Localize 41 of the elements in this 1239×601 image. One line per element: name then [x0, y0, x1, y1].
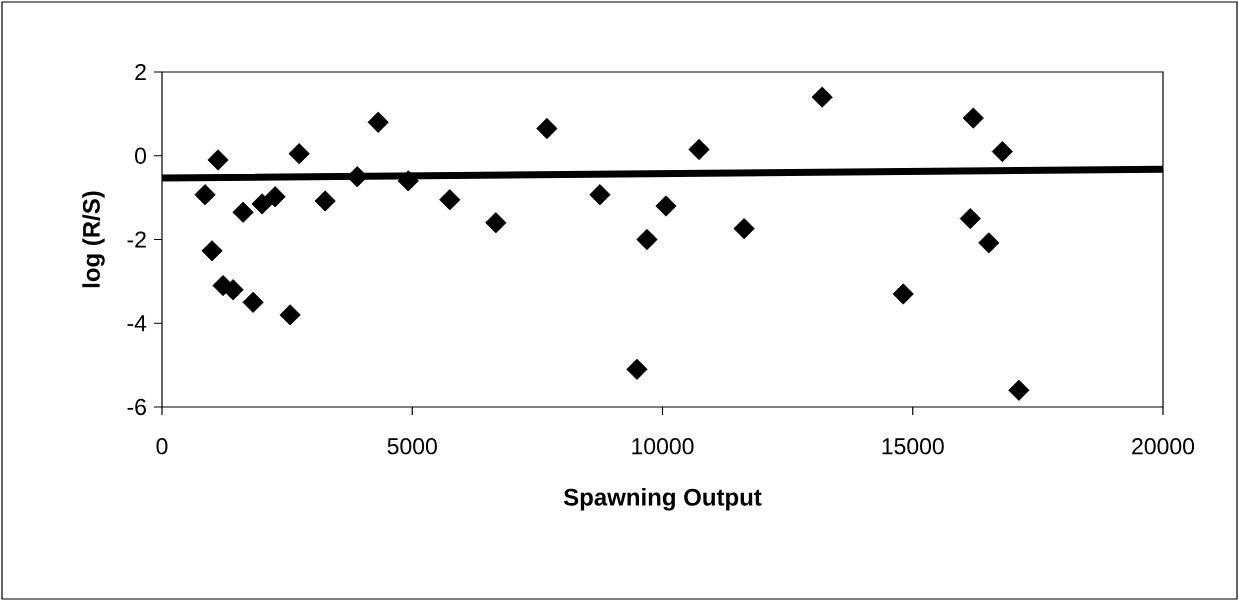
- y-tick-label: 2: [135, 63, 146, 81]
- point: [959, 207, 981, 230]
- point: [688, 138, 710, 161]
- point: [232, 201, 254, 223]
- x-tick-label: 0: [156, 438, 168, 455]
- point: [251, 193, 273, 215]
- point: [397, 170, 419, 192]
- x-tick-label: 5000: [387, 438, 437, 455]
- point: [485, 212, 507, 234]
- point: [978, 232, 1000, 254]
- point: [314, 190, 336, 212]
- point: [655, 195, 677, 217]
- point: [264, 186, 286, 208]
- point: [194, 184, 216, 206]
- y-tick-label: -4: [127, 315, 147, 332]
- x-tick-label: 20000: [1132, 438, 1195, 455]
- point: [589, 184, 611, 206]
- y-axis-title: log (R/S): [82, 191, 105, 288]
- point: [1008, 379, 1030, 401]
- point: [346, 166, 368, 188]
- point: [991, 140, 1013, 163]
- point: [536, 117, 558, 140]
- point: [962, 107, 984, 129]
- x-axis-title: Spawning Output: [563, 488, 762, 511]
- point: [207, 149, 229, 171]
- point: [242, 291, 264, 313]
- y-tick-label: 0: [135, 147, 147, 164]
- point: [626, 358, 648, 380]
- point: [733, 218, 755, 240]
- point: [279, 304, 301, 326]
- point: [636, 228, 658, 251]
- x-tick-label: 10000: [632, 438, 694, 455]
- point: [201, 240, 223, 262]
- point: [439, 189, 461, 211]
- y-tick-label: -2: [127, 231, 146, 248]
- point: [367, 111, 389, 133]
- point: [892, 283, 914, 305]
- point: [288, 143, 310, 165]
- point: [811, 86, 833, 108]
- x-tick-label: 15000: [882, 438, 944, 455]
- y-tick-label: -6: [127, 398, 146, 416]
